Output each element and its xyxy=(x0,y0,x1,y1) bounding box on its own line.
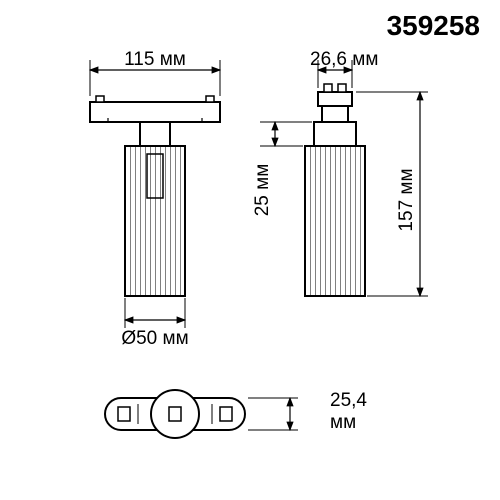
technical-drawing: 359258 115 мм Ø50 мм xyxy=(0,0,500,500)
svg-text:мм: мм xyxy=(330,412,356,433)
dim-d50: Ø50 мм xyxy=(121,298,188,349)
dim-115: 115 мм xyxy=(90,49,220,96)
svg-text:25 мм: 25 мм xyxy=(252,164,273,217)
dim-157: 157 мм xyxy=(356,92,428,296)
bottom-view xyxy=(105,390,245,438)
dim-26-6: 26,6 мм xyxy=(310,49,378,88)
dim-25-4: 25,4 мм xyxy=(248,390,367,433)
part-number: 359258 xyxy=(387,10,480,41)
side-view-right xyxy=(305,84,365,296)
svg-text:25,4: 25,4 xyxy=(330,390,367,411)
svg-text:Ø50 мм: Ø50 мм xyxy=(121,328,188,349)
dim-25: 25 мм xyxy=(252,122,312,216)
svg-text:157 мм: 157 мм xyxy=(396,168,417,231)
front-view-left xyxy=(90,96,220,296)
svg-text:115 мм: 115 мм xyxy=(124,49,186,70)
svg-text:26,6 мм: 26,6 мм xyxy=(310,49,378,70)
